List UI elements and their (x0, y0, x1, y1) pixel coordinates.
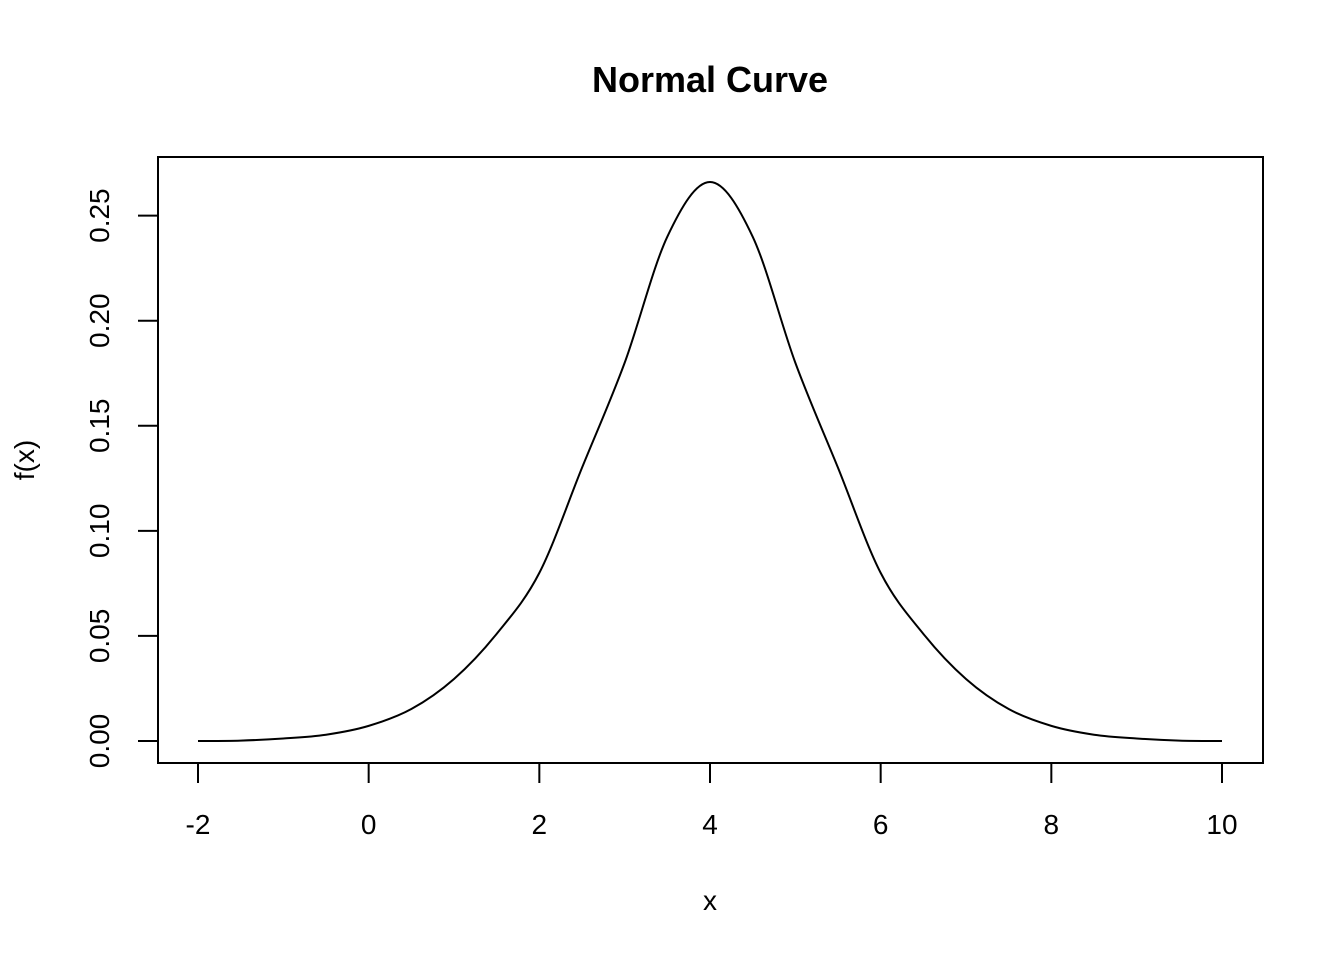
x-tick-label: 10 (1206, 809, 1237, 840)
x-tick-label: 0 (361, 809, 377, 840)
x-tick-label: 4 (702, 809, 718, 840)
y-axis-label: f(x) (9, 440, 40, 480)
y-tick-label: 0.15 (84, 399, 115, 454)
x-axis-label: x (703, 885, 717, 916)
x-axis: -2 0 2 4 6 8 10 (186, 762, 1238, 840)
y-tick-label: 0.25 (84, 188, 115, 243)
chart-title: Normal Curve (592, 59, 828, 100)
x-tick-label: 6 (873, 809, 889, 840)
y-tick-label: 0.00 (84, 714, 115, 769)
x-tick-label: 2 (532, 809, 548, 840)
y-tick-label: 0.05 (84, 609, 115, 664)
series-line (197, 180, 1223, 742)
y-tick-label: 0.10 (84, 504, 115, 559)
plot-frame (157, 156, 1264, 764)
y-axis: 0.00 0.05 0.10 0.15 0.20 0.25 (84, 188, 159, 769)
series-group (197, 180, 1223, 742)
y-tick-label: 0.20 (84, 293, 115, 348)
x-tick-label: 8 (1044, 809, 1060, 840)
x-tick-label: -2 (186, 809, 211, 840)
